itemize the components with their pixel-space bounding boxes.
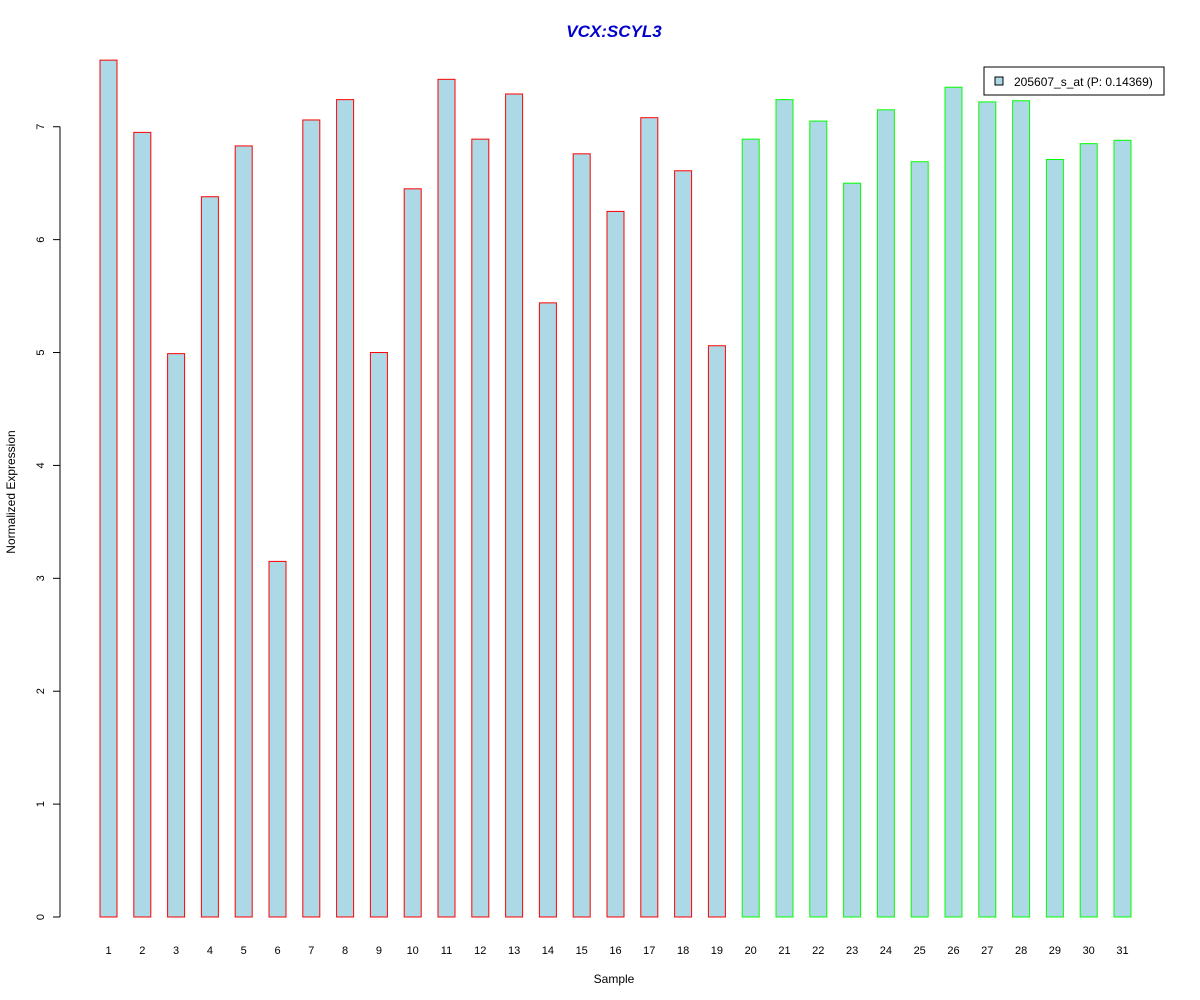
x-tick-label: 19: [711, 945, 723, 957]
x-tick-label: 7: [308, 945, 314, 957]
x-tick-label: 23: [846, 945, 858, 957]
bar-sample-16: [606, 210, 625, 918]
bar-sample-11: [437, 78, 456, 918]
bar-sample-5: [234, 145, 253, 918]
legend-swatch: [994, 76, 1004, 86]
bar-sample-28: [1012, 100, 1031, 918]
y-axis: 0 1 2 3 4 5 6 7: [35, 124, 61, 920]
bar-sample-15: [572, 153, 591, 918]
y-tick-label: 7: [35, 124, 47, 130]
x-tick-label: 29: [1049, 945, 1061, 957]
legend-label: 205607_s_at (P: 0.14369): [1014, 75, 1153, 89]
y-axis-title: Normalized Expression: [4, 430, 18, 553]
x-tick-label: 10: [407, 945, 419, 957]
bar-sample-19: [707, 345, 726, 918]
bar-sample-12: [471, 138, 490, 918]
bar-sample-24: [876, 109, 895, 918]
bar-sample-13: [505, 93, 524, 918]
x-tick-label: 11: [441, 945, 452, 957]
bar-sample-1: [99, 59, 118, 918]
bar-sample-22: [809, 120, 828, 918]
bar-sample-10: [403, 188, 422, 918]
x-tick-label: 4: [207, 945, 213, 957]
x-tick-label: 16: [609, 945, 621, 957]
x-tick-label: 5: [241, 945, 247, 957]
x-tick-label: 2: [139, 945, 145, 957]
bar-sample-31: [1113, 139, 1132, 918]
x-tick-label: 24: [880, 945, 892, 957]
bar-sample-27: [978, 101, 997, 918]
y-tick-label: 5: [35, 349, 47, 355]
x-tick-label: 17: [643, 945, 655, 957]
bar-sample-26: [944, 86, 963, 918]
bar-sample-8: [336, 99, 355, 918]
y-tick-label: 1: [35, 801, 47, 807]
legend: 205607_s_at (P: 0.14369): [983, 66, 1165, 96]
y-tick-label: 2: [35, 688, 47, 694]
x-tick-label: 13: [508, 945, 520, 957]
x-tick-label: 21: [778, 945, 790, 957]
bar-sample-29: [1045, 158, 1064, 918]
y-tick-label: 6: [35, 237, 47, 243]
bar-sample-18: [674, 170, 693, 918]
legend-box: [983, 66, 1165, 96]
y-tick-label: 0: [35, 914, 47, 920]
bar-sample-21: [775, 99, 794, 918]
bar-sample-14: [538, 302, 557, 918]
bar-sample-20: [741, 138, 760, 918]
bar-sample-2: [133, 131, 152, 918]
bar-sample-30: [1079, 143, 1098, 918]
bar-sample-7: [302, 119, 321, 918]
x-tick-label: 1: [105, 945, 111, 957]
y-tick-label: 3: [35, 575, 47, 581]
x-tick-label: 27: [981, 945, 993, 957]
x-tick-label: 14: [542, 945, 554, 957]
bar-sample-9: [369, 352, 388, 918]
x-tick-label: 15: [576, 945, 588, 957]
x-tick-label: 28: [1015, 945, 1027, 957]
x-tick-label: 18: [677, 945, 689, 957]
x-tick-label: 6: [274, 945, 280, 957]
x-tick-label: 12: [474, 945, 486, 957]
x-tick-label: 26: [947, 945, 959, 957]
x-tick-label: 22: [812, 945, 824, 957]
bar-sample-3: [167, 353, 186, 918]
x-tick-label: 30: [1083, 945, 1095, 957]
bar-sample-4: [200, 196, 219, 918]
x-tick-label: 25: [914, 945, 926, 957]
x-axis-tick-labels: 1 2 3 4 5 6 7 8 9 10 11 12 13 14 15 16 17 18 19 20 21 22 23 24 2…: [105, 945, 1128, 957]
x-tick-label: 9: [376, 945, 382, 957]
bar-sample-23: [843, 182, 862, 918]
x-tick-label: 20: [745, 945, 757, 957]
x-tick-label: 3: [173, 945, 179, 957]
chart-title: VCX:SCYL3: [566, 22, 662, 41]
x-axis-title: Sample: [594, 972, 635, 986]
bars: [99, 59, 1132, 918]
bar-sample-6: [268, 560, 287, 918]
bar-sample-25: [910, 161, 929, 918]
x-tick-label: 8: [342, 945, 348, 957]
y-tick-label: 4: [35, 462, 47, 468]
bar-sample-17: [640, 117, 659, 918]
x-tick-label: 31: [1116, 945, 1128, 957]
